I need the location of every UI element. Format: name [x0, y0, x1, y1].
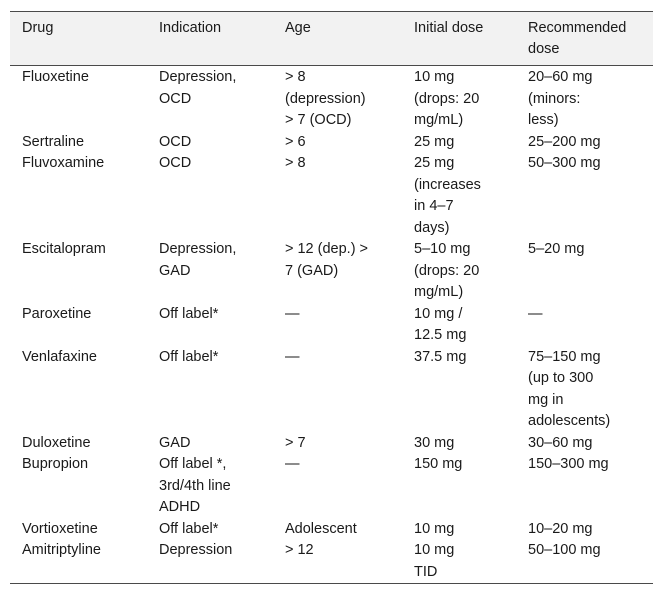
cell-initial-dose: 150 mg: [414, 456, 463, 472]
cell-age: > 8 (depression) > 7 (OCD): [285, 69, 366, 128]
cell-indication: OCD: [159, 133, 192, 150]
table-row: Fluoxetine Depression, OCD > 8 (depressi…: [10, 66, 653, 132]
header-drug: Drug: [10, 11, 147, 66]
cell-age: —: [285, 456, 300, 472]
cell-indication: Depression, GAD: [159, 241, 237, 279]
table-row: Sertraline OCD > 6 25 mg 25–200 mg: [10, 132, 653, 154]
cell-drug: Fluvoxamine: [22, 155, 105, 171]
table-row: Fluvoxamine OCD > 8 25 mg (increases in …: [10, 153, 653, 239]
cell-drug: Fluoxetine: [22, 69, 89, 85]
header-recommended-dose: Recommended dose: [516, 11, 653, 66]
cell-initial-dose: 10 mg TID: [402, 540, 516, 584]
cell-recommended-dose: 20–60 mg (minors: less): [528, 69, 593, 128]
cell-drug: Sertraline: [22, 133, 85, 150]
cell-recommended-dose: —: [528, 305, 543, 322]
cell-drug: Venlafaxine: [22, 348, 97, 365]
table-row: Bupropion Off label *, 3rd/4th line ADHD…: [10, 454, 653, 519]
cell-indication: OCD: [159, 155, 192, 171]
table-row: Venlafaxine Off label* — 37.5 mg 75–150 …: [10, 347, 653, 433]
cell-recommended-dose: 5–20 mg: [528, 241, 585, 257]
table-row: Amitriptyline Depression > 12 10 mg TID …: [10, 540, 653, 584]
cell-indication: Off label*: [159, 305, 219, 322]
cell-drug: Duloxetine: [22, 434, 91, 451]
cell-recommended-dose: 30–60 mg: [528, 434, 593, 451]
cell-indication: Depression, OCD: [159, 69, 237, 107]
cell-indication: Off label *, 3rd/4th line ADHD: [159, 456, 231, 515]
cell-recommended-dose: 50–100 mg: [516, 540, 653, 584]
cell-indication: Off label*: [159, 520, 219, 537]
cell-recommended-dose: 50–300 mg: [528, 155, 601, 171]
cell-recommended-dose: 10–20 mg: [528, 520, 593, 537]
cell-initial-dose: 10 mg: [414, 520, 455, 537]
cell-age: > 12: [273, 540, 402, 584]
table-header-row: Drug Indication Age Initial dose Recomme…: [10, 11, 653, 66]
cell-initial-dose: 10 mg (drops: 20 mg/mL): [414, 69, 480, 128]
cell-age: —: [285, 348, 300, 365]
cell-age: > 7: [285, 434, 306, 451]
cell-initial-dose: 25 mg (increases in 4–7 days): [414, 155, 481, 236]
table-row: Paroxetine Off label* — 10 mg / 12.5 mg …: [10, 304, 653, 347]
cell-drug: Vortioxetine: [22, 520, 98, 537]
cell-age: > 6: [285, 133, 306, 150]
cell-recommended-dose: 25–200 mg: [528, 133, 601, 150]
header-age: Age: [273, 11, 402, 66]
cell-initial-dose: 5–10 mg (drops: 20 mg/mL): [414, 241, 480, 300]
cell-age: > 12 (dep.) > 7 (GAD): [285, 241, 369, 279]
cell-indication: Depression: [147, 540, 273, 584]
table-row: Vortioxetine Off label* Adolescent 10 mg…: [10, 519, 653, 541]
cell-drug: Paroxetine: [22, 305, 92, 322]
header-indication: Indication: [147, 11, 273, 66]
cell-recommended-dose: 150–300 mg: [528, 456, 609, 472]
cell-indication: Off label*: [159, 348, 219, 365]
cell-age: Adolescent: [285, 520, 357, 537]
table-row: Escitalopram Depression, GAD > 12 (dep.)…: [10, 239, 653, 304]
cell-indication: GAD: [159, 434, 191, 451]
cell-drug: Amitriptyline: [10, 540, 147, 584]
table-row: Duloxetine GAD > 7 30 mg 30–60 mg: [10, 433, 653, 455]
cell-age: —: [285, 305, 300, 322]
cell-initial-dose: 37.5 mg: [414, 348, 467, 365]
cell-age: > 8: [285, 155, 306, 171]
header-initial-dose: Initial dose: [402, 11, 516, 66]
cell-initial-dose: 10 mg / 12.5 mg: [414, 305, 467, 344]
drug-dosage-table: Drug Indication Age Initial dose Recomme…: [10, 11, 653, 584]
cell-drug: Escitalopram: [22, 241, 106, 257]
cell-drug: Bupropion: [22, 456, 89, 472]
cell-recommended-dose: 75–150 mg (up to 300 mg in adolescents): [528, 348, 611, 430]
cell-initial-dose: 30 mg: [414, 434, 455, 451]
cell-initial-dose: 25 mg: [414, 133, 455, 150]
